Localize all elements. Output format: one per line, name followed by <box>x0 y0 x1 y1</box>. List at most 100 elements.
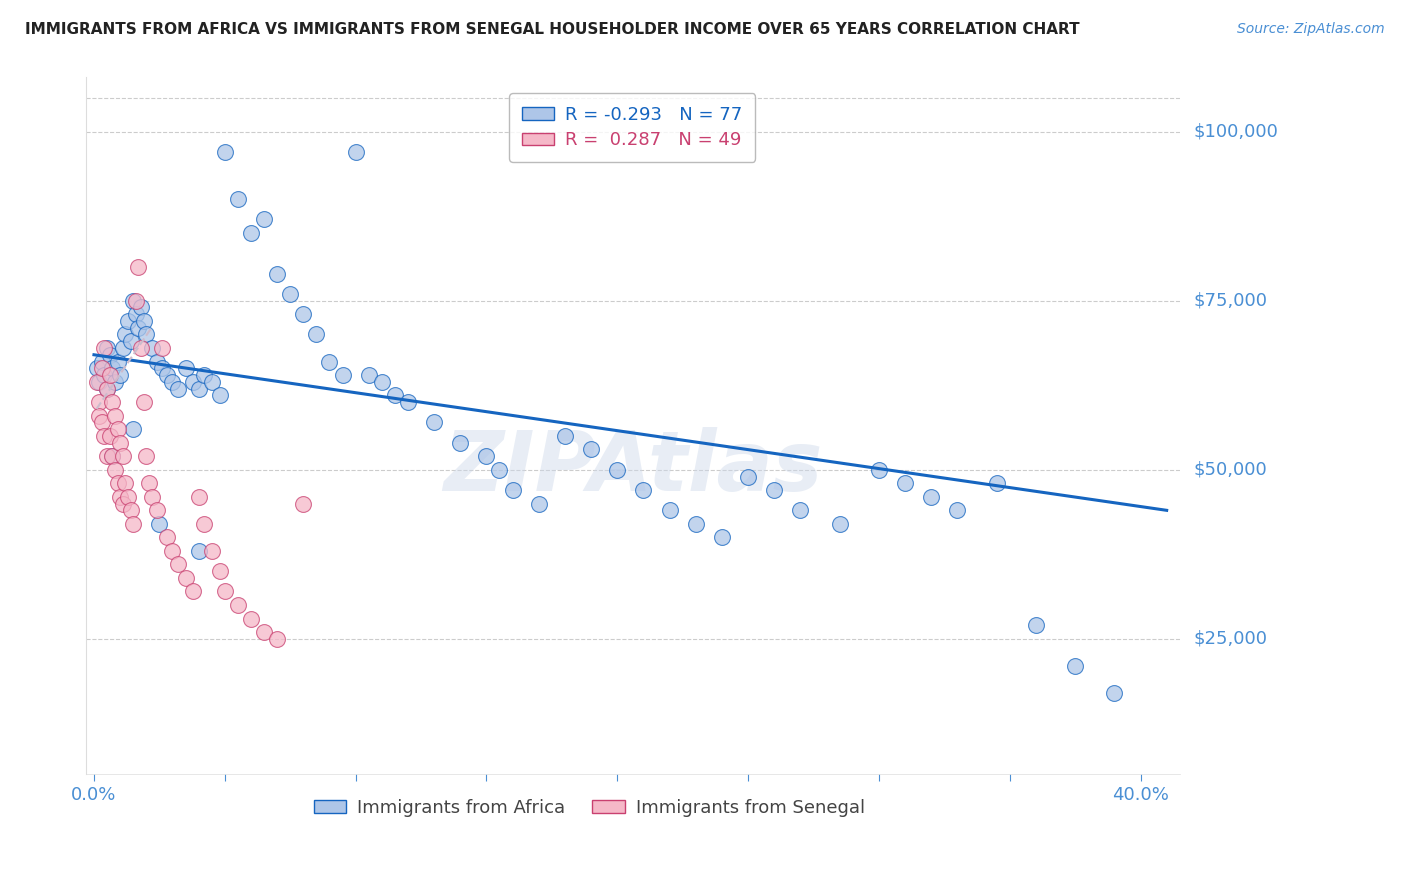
Text: ZIPAtlas: ZIPAtlas <box>443 427 823 508</box>
Point <box>986 476 1008 491</box>
Point <box>579 442 602 457</box>
Point <box>107 476 129 491</box>
Point <box>107 422 129 436</box>
Point <box>145 354 167 368</box>
Point <box>174 361 197 376</box>
Point <box>114 327 136 342</box>
Point <box>658 503 681 517</box>
Point <box>90 361 112 376</box>
Point <box>98 368 121 382</box>
Point <box>710 530 733 544</box>
Point <box>141 341 163 355</box>
Point <box>208 564 231 578</box>
Point <box>214 584 236 599</box>
Point <box>554 429 576 443</box>
Point <box>868 463 890 477</box>
Point <box>129 341 152 355</box>
Point <box>101 361 124 376</box>
Point <box>104 375 127 389</box>
Point <box>1064 659 1087 673</box>
Point <box>101 395 124 409</box>
Point <box>96 449 118 463</box>
Point <box>201 544 224 558</box>
Point <box>114 476 136 491</box>
Point <box>122 422 145 436</box>
Point <box>475 449 498 463</box>
Point <box>120 334 142 349</box>
Point <box>101 449 124 463</box>
Point <box>384 388 406 402</box>
Point <box>332 368 354 382</box>
Point <box>98 429 121 443</box>
Point <box>111 497 134 511</box>
Point <box>108 435 131 450</box>
Point <box>125 307 148 321</box>
Point <box>111 449 134 463</box>
Point <box>156 530 179 544</box>
Point <box>162 544 184 558</box>
Point <box>90 416 112 430</box>
Point <box>129 301 152 315</box>
Point <box>122 293 145 308</box>
Point <box>488 463 510 477</box>
Point <box>894 476 917 491</box>
Point <box>278 286 301 301</box>
Point <box>226 192 249 206</box>
Point <box>946 503 969 517</box>
Point <box>685 516 707 531</box>
Point <box>98 348 121 362</box>
Point <box>201 375 224 389</box>
Point <box>183 375 205 389</box>
Point <box>127 320 149 334</box>
Text: $50,000: $50,000 <box>1194 461 1267 479</box>
Point <box>96 382 118 396</box>
Point <box>89 375 111 389</box>
Point <box>104 409 127 423</box>
Point <box>86 361 108 376</box>
Point <box>187 490 209 504</box>
Point <box>96 341 118 355</box>
Point <box>371 375 394 389</box>
Text: $100,000: $100,000 <box>1194 122 1278 141</box>
Point <box>1025 618 1047 632</box>
Point <box>292 497 315 511</box>
Point <box>187 544 209 558</box>
Point <box>111 341 134 355</box>
Point <box>135 327 157 342</box>
Point <box>132 395 155 409</box>
Point <box>527 497 550 511</box>
Point <box>141 490 163 504</box>
Point <box>266 632 288 646</box>
Point <box>86 375 108 389</box>
Point <box>122 516 145 531</box>
Point <box>305 327 328 342</box>
Point <box>1104 686 1126 700</box>
Point <box>423 416 446 430</box>
Point <box>502 483 524 497</box>
Point <box>108 368 131 382</box>
Point <box>166 558 188 572</box>
Point <box>606 463 628 477</box>
Point <box>156 368 179 382</box>
Point <box>208 388 231 402</box>
Point <box>101 449 124 463</box>
Point <box>174 571 197 585</box>
Point <box>357 368 380 382</box>
Text: $75,000: $75,000 <box>1194 292 1268 310</box>
Legend: Immigrants from Africa, Immigrants from Senegal: Immigrants from Africa, Immigrants from … <box>307 792 872 824</box>
Point <box>214 145 236 159</box>
Point <box>239 611 262 625</box>
Point <box>828 516 851 531</box>
Point <box>127 260 149 274</box>
Point <box>266 267 288 281</box>
Point <box>183 584 205 599</box>
Point <box>148 516 170 531</box>
Text: IMMIGRANTS FROM AFRICA VS IMMIGRANTS FROM SENEGAL HOUSEHOLDER INCOME OVER 65 YEA: IMMIGRANTS FROM AFRICA VS IMMIGRANTS FRO… <box>25 22 1080 37</box>
Point <box>737 469 759 483</box>
Point <box>239 226 262 240</box>
Point <box>117 490 139 504</box>
Point <box>253 625 276 640</box>
Point <box>344 145 367 159</box>
Point <box>193 516 215 531</box>
Point <box>107 354 129 368</box>
